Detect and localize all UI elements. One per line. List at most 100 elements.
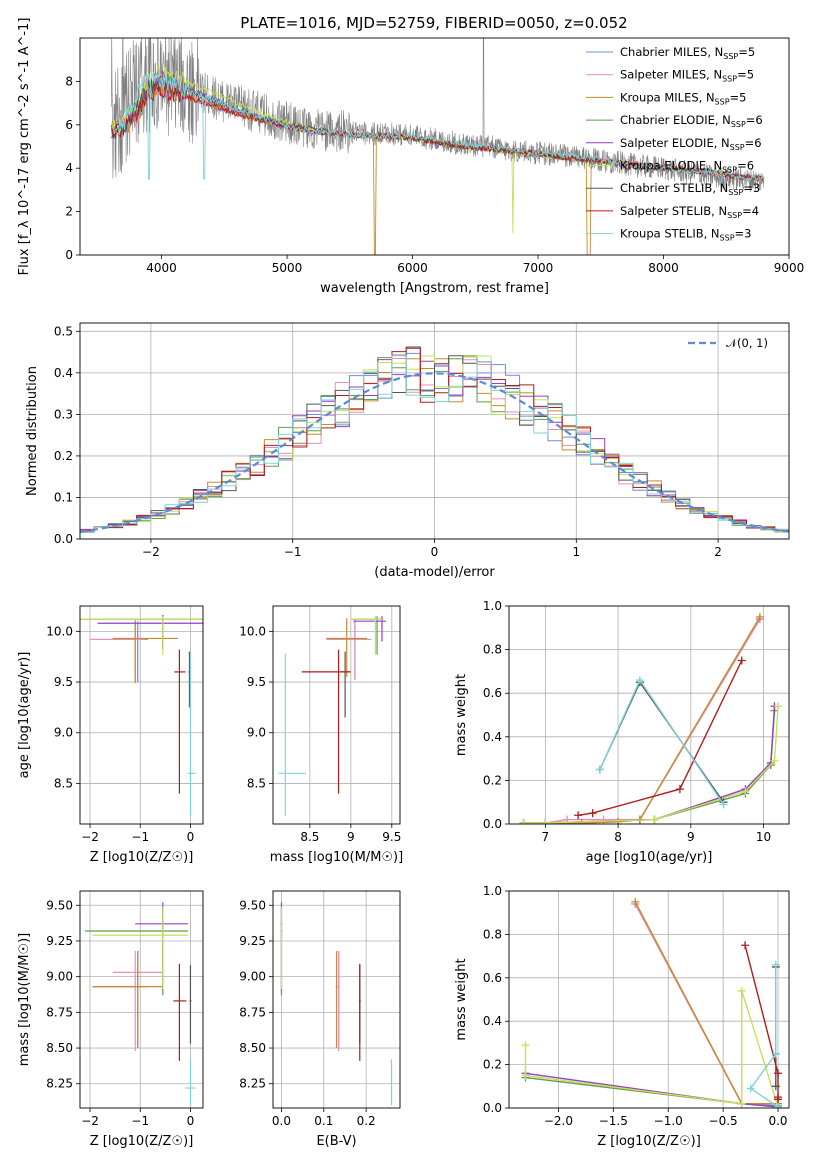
- mass-weight-marker: [771, 960, 780, 969]
- x-tick-label: 5000: [272, 261, 303, 275]
- legend-label: Salpeter MILES, NSSP=5: [620, 68, 754, 84]
- legend-label-suffix: =5: [730, 90, 747, 104]
- y-tick-label: 8.25: [46, 1077, 73, 1091]
- legend-label-main: Salpeter MILES, N: [620, 68, 722, 82]
- y-tick-label: 10.0: [46, 624, 73, 638]
- legend-label: Salpeter ELODIE, NSSP=6: [620, 136, 762, 152]
- y-tick-label: 0: [65, 248, 73, 262]
- x-tick-label: −0.5: [709, 1114, 738, 1128]
- y-tick-label: 0.0: [483, 817, 502, 831]
- x-tick-label: 9000: [774, 261, 805, 275]
- grid-lines: [80, 891, 203, 1108]
- legend-label-suffix: =5: [738, 45, 755, 59]
- legend-label: Salpeter STELIB, NSSP=4: [620, 204, 759, 220]
- x-tick-label: −1: [131, 830, 149, 844]
- x-tick-label: −2: [142, 545, 160, 559]
- x-tick-label: 1: [572, 545, 580, 559]
- y-axis-label: mass weight: [454, 958, 469, 1040]
- x-tick-label: −2.0: [544, 1114, 573, 1128]
- legend-label: 𝒩(0, 1): [726, 336, 768, 350]
- x-axis-label: (data-model)/error: [374, 565, 495, 580]
- y-axis-label: Normed distribution: [25, 366, 40, 496]
- axes-frame: 4000 5000 6000 7000 8000 9000 0 2 4 6 8 wavelength …: [17, 18, 804, 296]
- legend-label: Chabrier ELODIE, NSSP=6: [620, 113, 763, 129]
- plot-residuals: −2 −1 0 1 2 0.0 0.1 0.2 0.3 0.4 0.5 (data-model)/er…: [25, 322, 790, 580]
- mass-weight-marker: [595, 765, 604, 774]
- mass-weight-marker: [675, 785, 684, 794]
- legend-label-suffix: =4: [742, 204, 759, 218]
- x-axis-label: mass [log10(M/M☉)]: [270, 850, 403, 865]
- y-tick-label: 0.2: [483, 773, 502, 787]
- x-tick-label: 0.0: [272, 1114, 291, 1128]
- legend-label-main: Salpeter STELIB, N: [620, 204, 727, 218]
- mass-weight-marker: [737, 656, 746, 665]
- plot-area: [278, 616, 387, 816]
- legend-label-suffix: =3: [735, 227, 752, 241]
- y-tick-label: 0.2: [483, 1058, 502, 1072]
- mass-weight-marker: [774, 1069, 783, 1078]
- x-tick-label: 0.0: [768, 1114, 787, 1128]
- plot-area: [521, 897, 783, 1108]
- axes-frame: −2 −1 0 8.5 9.0 9.5 10.0 Z [log10(Z/Z☉)] age [lo…: [17, 605, 204, 865]
- axes-frame: −2 −1 0 1 2 0.0 0.1 0.2 0.3 0.4 0.5 (data-model)/er…: [25, 322, 790, 580]
- residual-histogram: [80, 355, 789, 539]
- mass-weight-line: [749, 964, 779, 1108]
- axes-frame: 8.5 9 9.5 8.5 9.0 9.5 10.0 mass [log10(M/M☉)]: [239, 605, 403, 865]
- axes-frame: −2 −1 0 8.25 8.50 8.75 9.00 9.25 9.50 Z [log10(Z/…: [17, 890, 204, 1149]
- mass-weight-marker: [737, 986, 746, 995]
- y-tick-label: 9.25: [239, 934, 266, 948]
- x-tick-label: 9.5: [382, 830, 401, 844]
- legend-label-sub: SSP: [723, 52, 738, 61]
- mass-weight-marker: [741, 941, 750, 950]
- mass-weight-marker: [737, 1099, 746, 1108]
- y-tick-label: 4: [65, 161, 73, 175]
- y-axis-label: age [log10(age/yr)]: [17, 652, 32, 779]
- x-tick-label: −1: [284, 545, 302, 559]
- y-tick-label: 9.50: [46, 898, 73, 912]
- x-tick-label: 8: [614, 830, 622, 844]
- axes-border: [508, 890, 790, 1109]
- y-tick-label: 0.1: [54, 490, 73, 504]
- x-tick-label: 2: [714, 545, 722, 559]
- x-tick-label: 6000: [397, 261, 428, 275]
- legend-label-suffix: =5: [737, 68, 754, 82]
- y-tick-label: 9.0: [247, 726, 266, 740]
- legend-label: Kroupa MILES, NSSP=5: [620, 90, 746, 106]
- x-tick-label: 0: [187, 830, 195, 844]
- y-tick-label: 0.4: [54, 366, 73, 380]
- axes-frame: 0.0 0.1 0.2 8.25 8.50 8.75 9.00 9.25 9.50 E(B-V): [239, 890, 401, 1149]
- mass-weight-marker: [774, 1095, 783, 1104]
- x-tick-label: −1.5: [599, 1114, 628, 1128]
- y-tick-label: 8.50: [239, 1041, 266, 1055]
- y-tick-label: 9.5: [54, 675, 73, 689]
- y-tick-label: 0.3: [54, 407, 73, 421]
- mass-weight-marker: [577, 818, 586, 824]
- legend-label-suffix: =6: [745, 136, 762, 150]
- y-tick-label: 0.4: [483, 730, 502, 744]
- x-axis-label: E(B-V): [316, 1134, 356, 1149]
- y-tick-label: 8.5: [54, 776, 73, 790]
- legend-label-main: Chabrier ELODIE, N: [620, 113, 731, 127]
- legend-label-sub: SSP: [730, 143, 745, 152]
- axes-border: [272, 890, 401, 1109]
- y-tick-label: 9.5: [247, 675, 266, 689]
- x-tick-label: 7000: [523, 261, 554, 275]
- plot-spectrum: 4000 5000 6000 7000 8000 9000 0 2 4 6 8 wavelength …: [17, 18, 804, 296]
- x-axis-label: wavelength [Angstrom, rest frame]: [320, 281, 549, 296]
- y-tick-label: 9.50: [239, 898, 266, 912]
- x-tick-label: 9: [347, 830, 355, 844]
- plot-mass_vs_EBV: 0.0 0.1 0.2 8.25 8.50 8.75 9.00 9.25 9.50 E(B-V): [239, 890, 401, 1149]
- mass-weight-marker: [541, 818, 550, 824]
- plot-area: [85, 902, 196, 1106]
- mass-weight-line: [577, 660, 743, 816]
- plot-area: [80, 346, 789, 539]
- mass-weight-marker: [746, 1084, 755, 1093]
- y-tick-label: 9.0: [54, 726, 73, 740]
- y-tick-label: 9.00: [46, 970, 73, 984]
- axes-border: [79, 322, 790, 540]
- y-tick-label: 0.0: [54, 532, 73, 546]
- axes-border: [272, 605, 401, 825]
- mass-weight-marker: [614, 817, 623, 824]
- x-tick-label: −2: [81, 830, 99, 844]
- y-tick-label: 8.50: [46, 1041, 73, 1055]
